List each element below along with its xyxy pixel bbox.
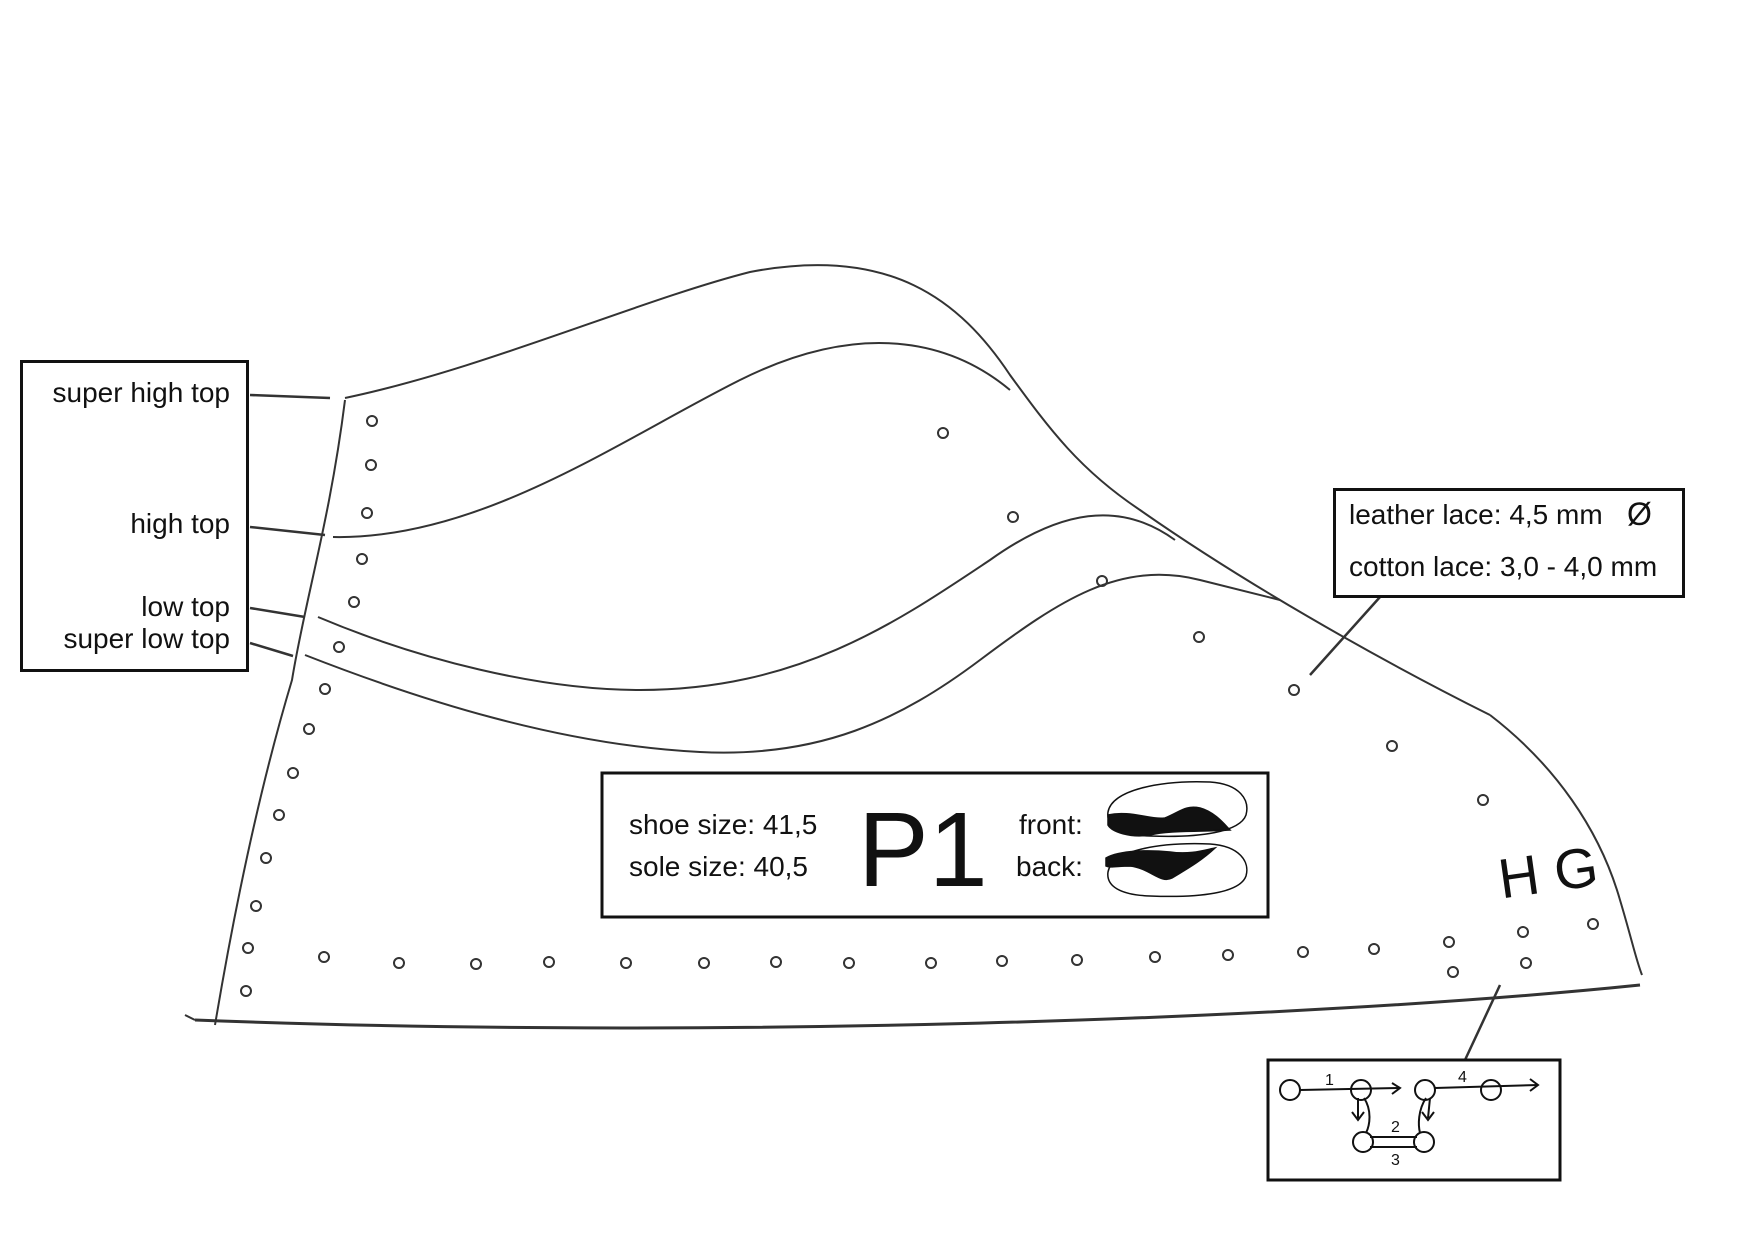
heel-edge-line xyxy=(214,399,346,1026)
shoe-size-label: shoe size: 41,5 xyxy=(629,809,818,840)
lacing-step-4: 4 xyxy=(1458,1069,1467,1086)
super-low-top-line xyxy=(304,573,1281,754)
eyelet-holes xyxy=(240,415,1599,997)
super-high-top-label: super high top xyxy=(52,377,230,408)
super-high-top-line xyxy=(344,264,1491,716)
model-info-box xyxy=(600,771,1270,919)
sole-size-label: sole size: 40,5 xyxy=(629,851,808,882)
diameter-symbol: Ø xyxy=(1627,496,1652,532)
leather-lace-label: leather lace: 4,5 mm xyxy=(1349,499,1603,530)
designer-initials: H G xyxy=(1494,834,1602,911)
toe-edge-line xyxy=(1489,714,1643,976)
cotton-lace-label: cotton lace: 3,0 - 4,0 mm xyxy=(1349,551,1658,582)
low-top-label: low top xyxy=(141,591,230,622)
lacing-step-2: 2 xyxy=(1391,1119,1400,1136)
lacing-step-1: 1 xyxy=(1325,1072,1334,1089)
high-top-line xyxy=(332,342,1011,539)
super-low-top-label: super low top xyxy=(63,623,230,654)
lacing-diagram xyxy=(1279,1078,1540,1153)
top-height-legend xyxy=(20,360,249,672)
bottom-edge-line xyxy=(194,983,1641,1030)
back-sole-icon xyxy=(1105,842,1248,898)
model-code: P1 xyxy=(858,791,988,909)
low-top-line xyxy=(317,514,1176,692)
lacing-diagram-box xyxy=(1266,1058,1562,1182)
front-label: front: xyxy=(1019,809,1083,840)
back-label: back: xyxy=(1016,851,1083,882)
lace-info-box xyxy=(1333,488,1685,598)
high-top-label: high top xyxy=(130,508,230,539)
front-sole-icon xyxy=(1107,781,1248,838)
lacing-step-3: 3 xyxy=(1391,1152,1400,1169)
